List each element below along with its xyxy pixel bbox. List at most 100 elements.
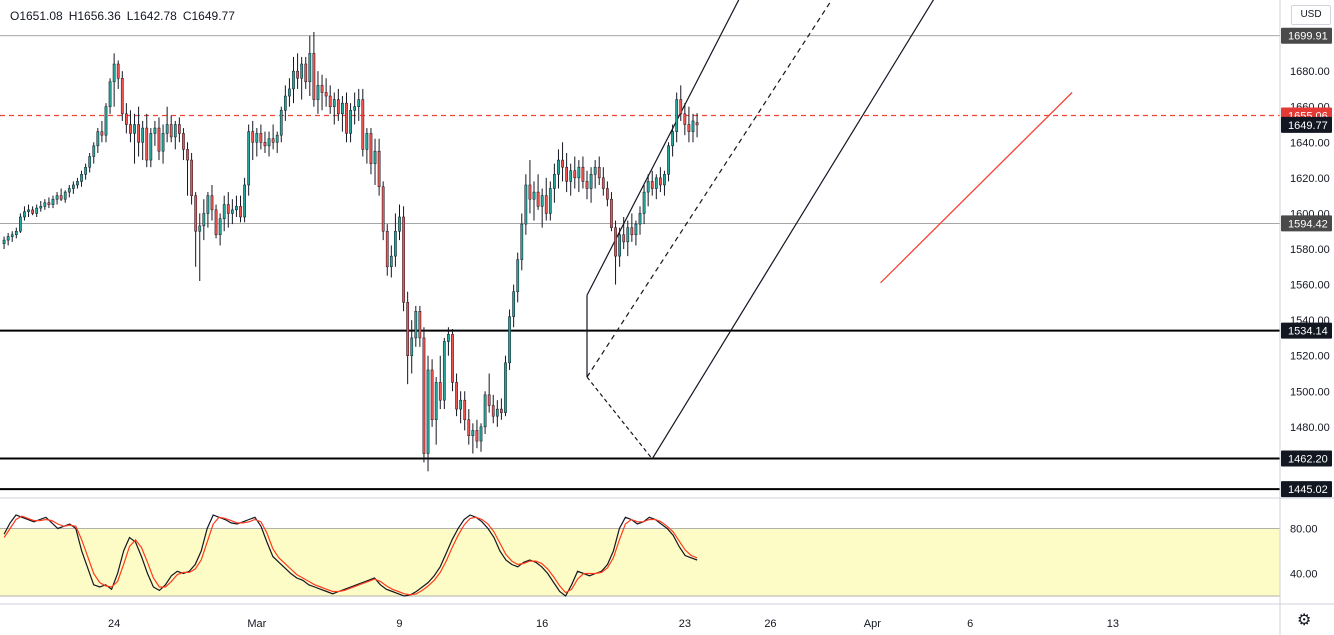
candle [430,359,434,427]
candle-body [161,133,165,152]
price-label: 1462.20 [1281,450,1332,467]
candle [145,113,149,168]
candle-body [671,131,674,147]
candle [345,92,348,143]
ohlc-low: L1642.78 [126,9,177,23]
candle-body [487,394,491,406]
candle [581,156,585,189]
candle [210,184,214,221]
candle [516,252,520,303]
candle-body [271,138,275,143]
candle-body [577,166,581,179]
price-label-text: 1699.91 [1288,31,1328,43]
stochastic-pane[interactable] [0,514,1280,597]
candle [271,124,275,150]
candle [589,167,593,203]
candle [410,320,414,374]
candle [120,71,124,121]
candle-body [634,223,638,236]
candle-body [133,124,136,134]
candle [414,305,418,347]
candle [495,400,499,427]
candle-body [642,191,646,214]
candle-body [385,230,389,268]
candle [597,156,601,185]
candle [320,74,324,111]
candle-body [422,337,426,454]
oscillator-tick-label: 40.00 [1290,569,1318,581]
candle [365,128,369,164]
candle-body [320,85,324,93]
ohlc-high: H1656.36 [68,9,121,23]
candle-body [336,99,340,115]
price-pane[interactable] [0,0,1280,491]
candle [149,128,153,168]
oscillator-k-line [3,514,698,597]
candle-body [39,206,43,209]
candle-body [447,334,450,342]
ohlc-close: C1649.77 [182,9,235,23]
candle-body [198,225,202,232]
candle-body [622,234,626,243]
channel-median [586,0,833,378]
candle-body [153,127,157,134]
candle-body [451,334,454,383]
candle-body [430,369,434,420]
price-tick-label: 1500.00 [1290,386,1330,398]
candle [394,213,397,267]
candle-body [418,311,422,339]
candle-body [565,166,568,182]
candle-body [14,230,18,236]
candle-body [145,127,149,161]
candle [235,195,238,217]
date-tick-label: 23 [679,618,691,630]
candle-body [353,106,357,111]
candle [336,88,340,121]
candle [610,192,613,232]
candle-body [369,133,373,164]
candle [129,110,132,143]
date-tick-label: 13 [1107,618,1119,630]
candle-body [675,99,679,132]
candle-body [124,113,128,125]
candle-body [663,174,666,186]
candle-body [646,181,650,193]
currency-button[interactable]: USD [1291,5,1331,25]
candle [561,142,564,182]
candle [308,35,312,97]
candle-body [365,133,369,150]
candle [19,213,22,233]
candle [275,131,279,153]
candle-body [292,70,295,90]
candle [638,206,642,235]
candle-body [589,174,593,189]
candle-body [373,150,377,164]
candle [626,220,630,257]
candle-body [2,239,6,244]
candle [548,181,552,221]
candle [398,204,401,241]
candle [679,85,683,121]
support-trendline [880,92,1073,284]
candle [6,232,10,246]
candle [663,170,666,196]
price-tick-label: 1680.00 [1290,66,1330,78]
candle [76,177,79,189]
candle [92,142,96,164]
candle [553,163,556,203]
candle-body [63,191,67,200]
candle-body [173,124,177,138]
candle [186,142,189,196]
candle [80,170,83,187]
candle-body [610,198,613,228]
candle [255,128,259,157]
candle [385,224,389,276]
candle-body [561,159,564,168]
gear-icon[interactable]: ⚙ [1297,612,1312,629]
candle-body [573,170,577,179]
candle [406,291,410,385]
oscillator-d-line [3,515,698,596]
candle [112,53,116,107]
